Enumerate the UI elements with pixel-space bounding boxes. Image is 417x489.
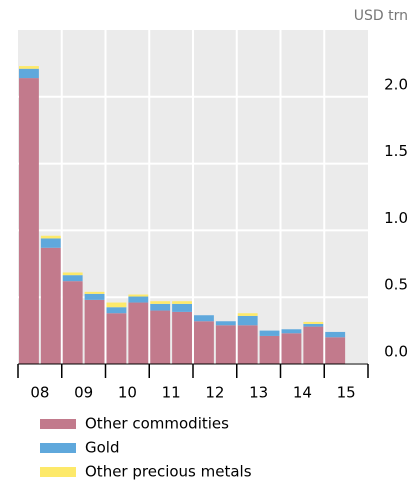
bar-segment xyxy=(281,333,302,364)
bar-segment xyxy=(303,323,324,327)
bar-segment xyxy=(19,78,39,364)
y-tick-label: 2.0 xyxy=(384,75,408,93)
bar-segment xyxy=(84,293,105,300)
bar-segment xyxy=(150,303,171,311)
bar-segment xyxy=(303,321,324,324)
x-tick-label: 10 xyxy=(118,384,137,402)
bar-segment xyxy=(325,331,346,338)
bar-segment xyxy=(215,325,236,364)
legend-label: Gold xyxy=(85,439,120,457)
bar-segment xyxy=(259,330,280,336)
bar-segment xyxy=(40,235,61,239)
x-tick-label: 11 xyxy=(162,384,181,402)
bar-segment xyxy=(259,335,280,364)
bar-segment xyxy=(150,301,171,304)
x-tick-label: 09 xyxy=(74,384,93,402)
bar-segment xyxy=(19,68,39,79)
legend-swatch xyxy=(40,443,76,453)
bar-segment xyxy=(40,238,61,248)
bar-segment xyxy=(281,329,302,334)
bar-segment xyxy=(237,315,258,326)
bar-segment xyxy=(62,281,83,364)
bar-segment xyxy=(172,311,192,364)
bar-segment xyxy=(106,302,127,308)
bar-segment xyxy=(215,321,236,326)
bar-segment xyxy=(128,302,149,364)
y-tick-label: 1.5 xyxy=(384,142,408,160)
legend-label: Other precious metals xyxy=(85,463,252,481)
bar-segment xyxy=(194,315,214,322)
bar-segment xyxy=(128,294,149,297)
bar-segment xyxy=(325,337,346,364)
bar-segment xyxy=(106,307,127,314)
y-tick-label: 0.5 xyxy=(384,276,408,294)
bar-segment xyxy=(128,296,149,303)
bar-segment xyxy=(19,66,39,69)
bar-segment xyxy=(237,325,258,364)
bar-segment xyxy=(194,321,214,364)
legend-swatch xyxy=(40,467,76,477)
x-tick-label: 12 xyxy=(205,384,224,402)
bar-segment xyxy=(84,299,105,364)
bar-segment xyxy=(62,275,83,282)
x-tick-label: 14 xyxy=(293,384,312,402)
legend-label: Other commodities xyxy=(85,415,229,433)
x-tick-label: 13 xyxy=(249,384,268,402)
bar-segment xyxy=(172,303,192,312)
bar-segment xyxy=(84,291,105,294)
bar-segment xyxy=(303,326,324,364)
y-tick-label: 0.0 xyxy=(384,343,408,361)
x-tick-label: 08 xyxy=(30,384,49,402)
bar-segment xyxy=(40,247,61,364)
bar-segment xyxy=(172,301,192,304)
bar-segment xyxy=(106,313,127,364)
unit-label: USD trn xyxy=(354,8,408,24)
bar-segment xyxy=(150,310,171,364)
legend-swatch xyxy=(40,419,76,429)
bar-segment xyxy=(62,272,83,276)
x-tick-label: 15 xyxy=(337,384,356,402)
y-tick-label: 1.0 xyxy=(384,209,408,227)
bar-segment xyxy=(237,313,258,316)
